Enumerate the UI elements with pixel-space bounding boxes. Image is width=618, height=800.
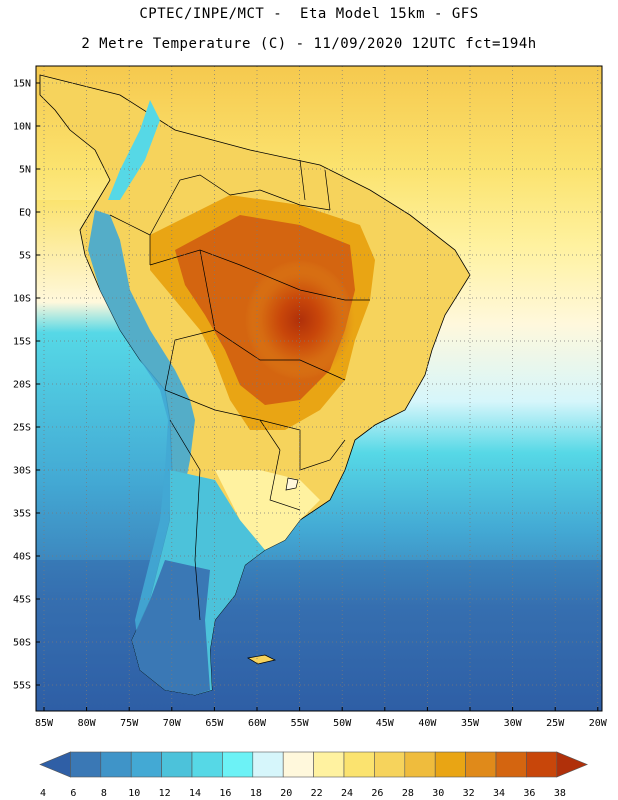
legend-swatch — [434, 751, 466, 778]
legend-label: 32 — [463, 788, 475, 799]
legend-swatch — [495, 751, 527, 778]
legend-label: 12 — [159, 788, 171, 799]
lat-label: 25S — [13, 423, 31, 434]
legend-label: 14 — [189, 788, 201, 799]
lat-label: 10S — [13, 294, 31, 305]
lat-label: 45S — [13, 595, 31, 606]
lon-label: 20W — [589, 718, 608, 729]
latitude-labels: 15N 10N 5N EQ 5S 10S 15S 20S 25S 30S 35S 40S 45S 50S 5… — [13, 79, 40, 692]
lon-label: 30W — [504, 718, 523, 729]
lon-label: 80W — [78, 718, 97, 729]
lon-label: 75W — [120, 718, 139, 729]
legend-label: 10 — [128, 788, 140, 799]
lon-label: 70W — [163, 718, 182, 729]
lon-label: 25W — [546, 718, 565, 729]
legend-swatch — [556, 751, 588, 778]
map-frame — [35, 65, 603, 712]
legend-label: 34 — [493, 788, 505, 799]
legend-swatch — [191, 751, 223, 778]
legend-swatch — [526, 751, 558, 778]
lat-label: 20S — [13, 380, 31, 391]
lat-label: 15S — [13, 337, 31, 348]
lon-label: 85W — [35, 718, 54, 729]
legend-swatch — [100, 751, 132, 778]
legend-swatch — [313, 751, 345, 778]
legend-label: 30 — [432, 788, 444, 799]
legend-label: 22 — [311, 788, 323, 799]
legend-swatch — [222, 751, 254, 778]
legend-label: 38 — [554, 788, 566, 799]
lon-label: 65W — [205, 718, 224, 729]
lon-label: 35W — [461, 718, 480, 729]
legend-label: 8 — [101, 788, 107, 799]
lat-label: 30S — [13, 466, 31, 477]
lon-label: 50W — [333, 718, 352, 729]
lat-label: 5S — [19, 251, 31, 262]
lon-label: 45W — [376, 718, 395, 729]
legend-swatch — [252, 751, 284, 778]
legend-swatch — [374, 751, 406, 778]
lat-label: 40S — [13, 552, 31, 563]
legend-label: 6 — [70, 788, 76, 799]
longitude-labels: 85W 80W 75W 70W 65W 60W 55W 50W 45W 40W 35W 30W 25W 2… — [35, 707, 608, 729]
map-title-line2: 2 Metre Temperature (C) - 11/09/2020 12U… — [81, 36, 537, 52]
lat-label: 10N — [13, 122, 31, 133]
legend-label: 24 — [341, 788, 353, 799]
legend-swatch — [404, 751, 436, 778]
legend-swatch — [161, 751, 193, 778]
lon-label: 55W — [291, 718, 310, 729]
legend-label: 20 — [280, 788, 292, 799]
legend-label: 18 — [250, 788, 262, 799]
lat-label: 15N — [13, 79, 31, 90]
legend-swatch — [343, 751, 375, 778]
legend-swatch — [465, 751, 497, 778]
legend-swatch — [130, 751, 162, 778]
map-title-line1: CPTEC/INPE/MCT - Eta Model 15km - GFS — [139, 6, 479, 22]
lat-label: 5N — [19, 165, 31, 176]
lon-label: 60W — [248, 718, 267, 729]
legend-label: 28 — [402, 788, 414, 799]
legend-label: 26 — [371, 788, 383, 799]
lat-label: 50S — [13, 638, 31, 649]
lon-label: 40W — [418, 718, 437, 729]
lat-label: 35S — [13, 509, 31, 520]
lat-label: 55S — [13, 681, 31, 692]
legend-swatch — [39, 751, 71, 778]
legend-swatch — [70, 751, 102, 778]
legend-label: 36 — [523, 788, 535, 799]
legend-label: 4 — [40, 788, 46, 799]
legend-label: 16 — [219, 788, 231, 799]
legend-swatch — [282, 751, 314, 778]
lat-label: EQ — [19, 208, 31, 219]
color-legend: 4 6 8 10 12 14 16 18 20 22 24 26 28 30 32 34 36 38 — [39, 751, 588, 799]
